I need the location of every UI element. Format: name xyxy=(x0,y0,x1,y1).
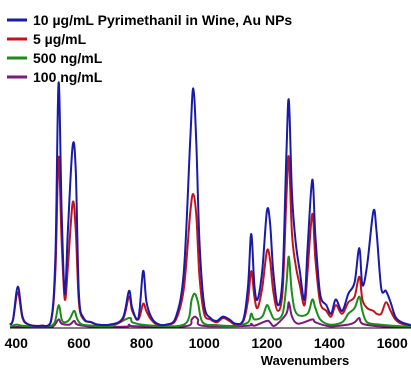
x-tick-label-1600: 1600 xyxy=(377,335,408,351)
series-line-3 xyxy=(9,255,411,329)
x-axis-label: Wavenumbers xyxy=(261,353,349,368)
legend-label-1: 10 µg/mL Pyrimethanil in Wine, Au NPs xyxy=(33,12,292,28)
x-tick-label-600: 600 xyxy=(67,335,91,351)
series-line-1 xyxy=(9,81,411,327)
legend-label-3: 500 ng/mL xyxy=(33,50,103,66)
x-tick-label-1000: 1000 xyxy=(189,335,220,351)
x-tick-labels: 400 600 800 1000 1200 1400 1600 xyxy=(5,335,408,351)
legend-label-4: 100 ng/mL xyxy=(33,69,103,85)
legend: 10 µg/mL Pyrimethanil in Wine, Au NPs 5 µ… xyxy=(7,12,292,85)
series-line-4 xyxy=(9,301,411,328)
x-tick-label-1200: 1200 xyxy=(251,335,282,351)
x-tick-label-1400: 1400 xyxy=(314,335,345,351)
x-tick-label-800: 800 xyxy=(130,335,154,351)
legend-label-2: 5 µg/mL xyxy=(33,31,87,47)
x-tick-label-400: 400 xyxy=(5,335,29,351)
plot-area xyxy=(9,81,411,329)
